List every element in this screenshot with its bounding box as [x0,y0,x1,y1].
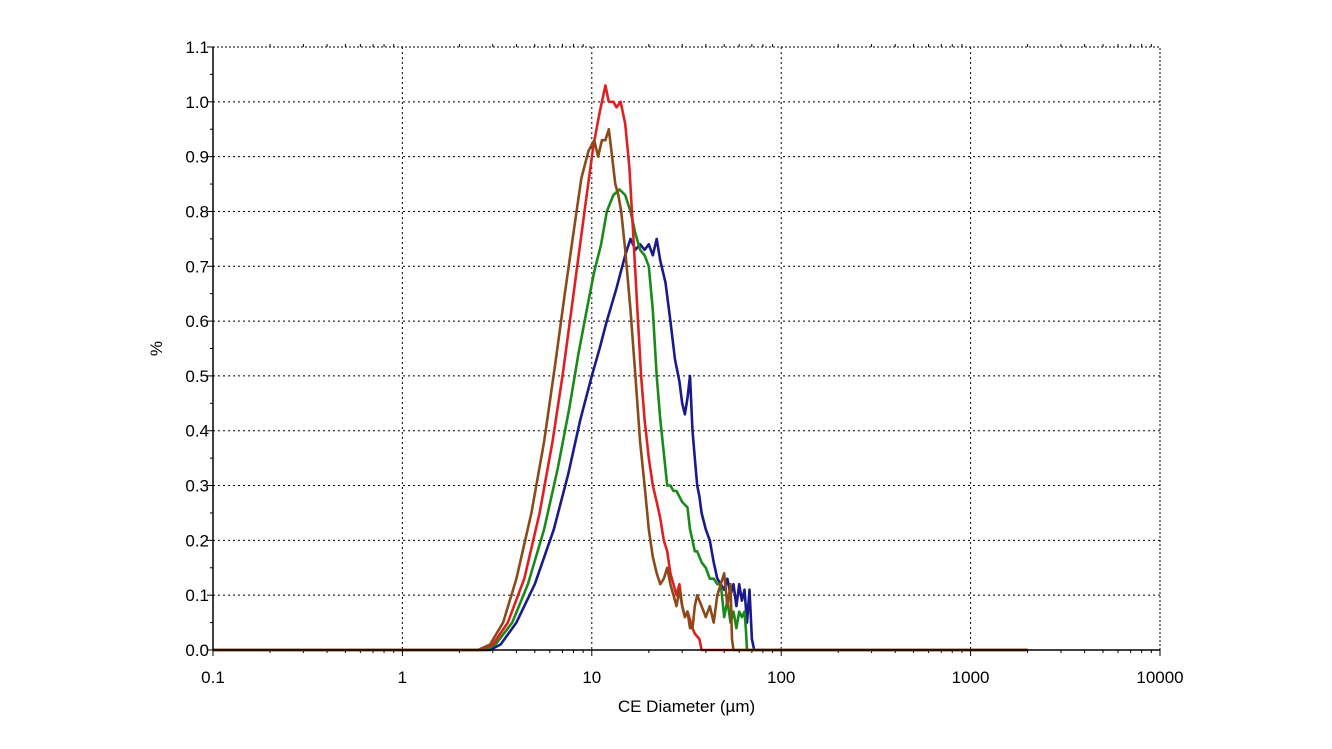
y-tick-label: 0.3 [185,477,209,496]
grid [213,47,1160,650]
y-tick-label: 0.1 [185,586,209,605]
y-axis-label: % [147,341,166,356]
y-tick-label: 0.4 [185,422,209,441]
series-line-1 [213,237,1028,652]
y-tick-label: 1.1 [185,38,209,57]
x-tick-label: 1000 [952,668,990,687]
y-tick-label: 0.2 [185,531,209,550]
y-tick-label: 1.0 [185,93,209,112]
x-tick-label: 1 [398,668,407,687]
x-tick-label: 10000 [1136,668,1183,687]
y-tick-label: 0.8 [185,202,209,221]
y-tick-label: 0.0 [185,641,209,660]
series-line-4 [213,127,1028,652]
x-tick-label: 100 [767,668,795,687]
series-line-3 [213,84,1028,652]
y-tick-label: 0.9 [185,148,209,167]
y-tick-label: 0.7 [185,257,209,276]
x-axis-ticks: 0.1 1 10 100 1000 10000 [201,650,1184,687]
x-tick-label: 0.1 [201,668,225,687]
y-axis-ticks: 0.0 0.1 0.2 0.3 0.4 0.5 0.6 0.7 0.8 0.9 1.0 1.1 [185,38,213,660]
x-tick-label: 10 [582,668,601,687]
data-series [213,84,1028,652]
y-tick-label: 0.6 [185,312,209,331]
series-line-2 [213,188,1028,652]
minor-ticks [210,44,1152,653]
x-axis-label: CE Diameter (µm) [618,697,755,716]
y-tick-label: 0.5 [185,367,209,386]
plot-frame [212,46,1161,651]
